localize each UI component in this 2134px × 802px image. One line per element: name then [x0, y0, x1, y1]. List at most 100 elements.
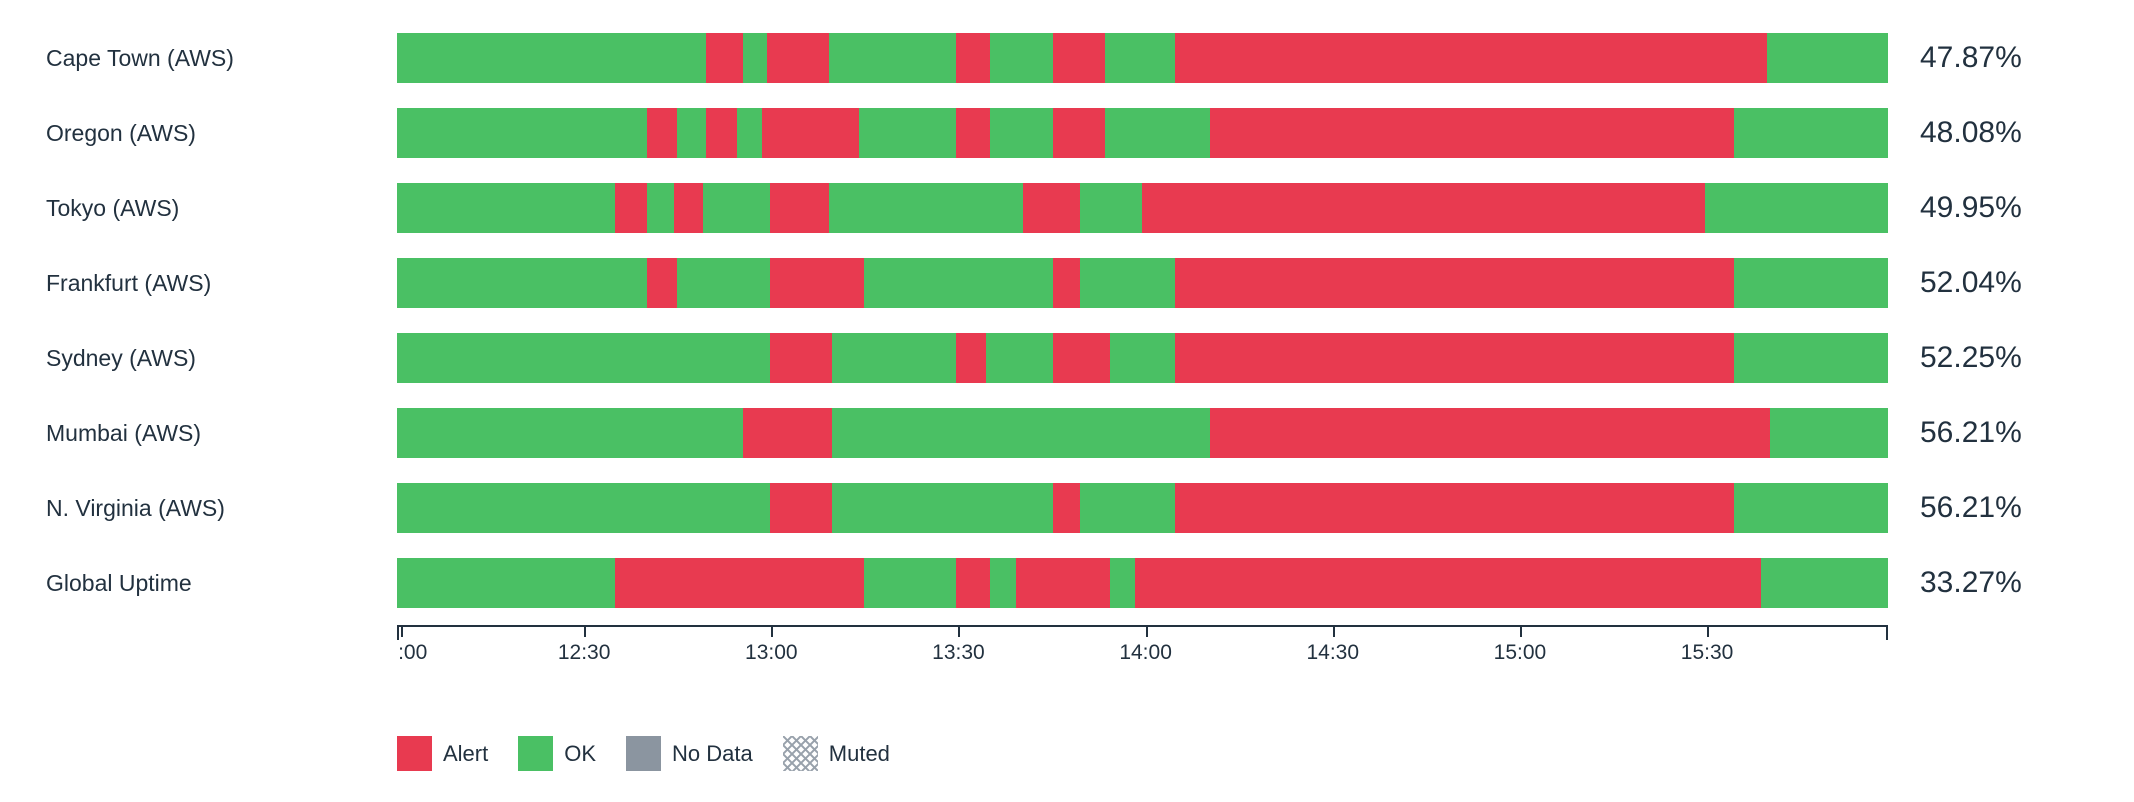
status-segment-ok[interactable]: [1734, 258, 1888, 308]
status-segment-ok[interactable]: [832, 483, 1054, 533]
status-segment-ok[interactable]: [863, 558, 957, 608]
status-segment-ok[interactable]: [1704, 183, 1888, 233]
axis-tick: [1145, 627, 1148, 637]
status-bar: [397, 258, 1888, 308]
status-segment-alert[interactable]: [1209, 408, 1771, 458]
status-segment-alert[interactable]: [1052, 108, 1106, 158]
status-segment-alert[interactable]: [769, 483, 833, 533]
status-segment-ok[interactable]: [1109, 333, 1176, 383]
legend-label: No Data: [672, 740, 753, 766]
status-segment-ok[interactable]: [859, 108, 957, 158]
status-segment-alert[interactable]: [766, 33, 830, 83]
status-segment-ok[interactable]: [1761, 558, 1888, 608]
status-segment-alert[interactable]: [1142, 183, 1705, 233]
status-segment-ok[interactable]: [736, 108, 763, 158]
status-segment-ok[interactable]: [1734, 483, 1888, 533]
status-segment-ok[interactable]: [832, 408, 1210, 458]
legend-item-ok[interactable]: OK: [518, 736, 596, 771]
nodata-swatch-icon: [626, 736, 662, 771]
status-segment-ok[interactable]: [1734, 108, 1888, 158]
status-segment-ok[interactable]: [1079, 258, 1176, 308]
legend-label: Alert: [443, 740, 489, 766]
alert-swatch-icon: [397, 736, 432, 771]
axis-tick-label: 14:30: [1306, 641, 1360, 664]
status-segment-alert[interactable]: [705, 108, 737, 158]
status-bar: [397, 183, 1888, 233]
status-segment-alert[interactable]: [1053, 258, 1080, 308]
status-segment-ok[interactable]: [829, 33, 957, 83]
status-segment-ok[interactable]: [677, 108, 706, 158]
status-segment-alert[interactable]: [614, 183, 648, 233]
status-segment-alert[interactable]: [956, 558, 991, 608]
status-segment-ok[interactable]: [1105, 108, 1210, 158]
muted-crosshatch-icon: [782, 736, 818, 771]
status-segment-ok[interactable]: [990, 33, 1053, 83]
status-segment-ok[interactable]: [863, 258, 1053, 308]
axis-tick-label: 15:00: [1493, 641, 1547, 664]
status-segment-ok[interactable]: [990, 558, 1016, 608]
status-segment-alert[interactable]: [769, 183, 830, 233]
row-label: Frankfurt (AWS): [46, 269, 212, 296]
status-segment-alert[interactable]: [956, 333, 986, 383]
legend-item-alert[interactable]: Alert: [397, 736, 488, 771]
status-segment-alert[interactable]: [1134, 558, 1762, 608]
axis-tick-label: 14:00: [1119, 641, 1172, 664]
status-segment-ok[interactable]: [397, 258, 648, 308]
status-segment-alert[interactable]: [1175, 258, 1735, 308]
status-segment-ok[interactable]: [677, 258, 770, 308]
status-segment-ok[interactable]: [742, 33, 767, 83]
status-segment-alert[interactable]: [956, 33, 991, 83]
status-segment-ok[interactable]: [1079, 483, 1176, 533]
status-segment-alert[interactable]: [1015, 558, 1110, 608]
status-segment-alert[interactable]: [647, 108, 678, 158]
status-segment-alert[interactable]: [647, 258, 678, 308]
status-segment-ok[interactable]: [647, 183, 675, 233]
status-segment-ok[interactable]: [1079, 183, 1143, 233]
status-segment-alert[interactable]: [614, 558, 864, 608]
status-segment-alert[interactable]: [1053, 483, 1080, 533]
status-segment-alert[interactable]: [762, 108, 860, 158]
status-segment-alert[interactable]: [1175, 33, 1768, 83]
uptime-value: 47.87%: [1920, 41, 2022, 74]
status-segment-ok[interactable]: [985, 333, 1054, 383]
status-segment-alert[interactable]: [1175, 333, 1735, 383]
legend-item-muted[interactable]: Muted: [782, 736, 890, 771]
status-segment-ok[interactable]: [397, 558, 615, 608]
legend-item-nodata[interactable]: No Data: [626, 736, 753, 771]
status-segment-ok[interactable]: [1767, 33, 1888, 83]
status-segment-alert[interactable]: [769, 258, 864, 308]
status-segment-ok[interactable]: [702, 183, 770, 233]
row-label: Tokyo (AWS): [46, 194, 180, 221]
status-segment-ok[interactable]: [1105, 33, 1176, 83]
axis-line: [397, 625, 1888, 627]
status-segment-alert[interactable]: [705, 33, 743, 83]
status-segment-alert[interactable]: [956, 108, 991, 158]
status-segment-ok[interactable]: [397, 333, 770, 383]
axis-tick: [1332, 627, 1335, 637]
status-segment-alert[interactable]: [674, 183, 703, 233]
status-segment-ok[interactable]: [397, 483, 770, 533]
status-segment-alert[interactable]: [742, 408, 833, 458]
status-segment-ok[interactable]: [832, 333, 957, 383]
status-segment-alert[interactable]: [769, 333, 833, 383]
status-segment-alert[interactable]: [1023, 183, 1080, 233]
status-segment-ok[interactable]: [1734, 333, 1888, 383]
status-segment-ok[interactable]: [397, 183, 615, 233]
row-label: Oregon (AWS): [46, 119, 196, 146]
status-segment-ok[interactable]: [397, 408, 743, 458]
status-segment-ok[interactable]: [1770, 408, 1888, 458]
status-segment-alert[interactable]: [1175, 483, 1735, 533]
status-segment-ok[interactable]: [397, 108, 648, 158]
status-segment-ok[interactable]: [1109, 558, 1135, 608]
status-segment-ok[interactable]: [990, 108, 1053, 158]
status-segment-alert[interactable]: [1053, 333, 1110, 383]
status-segment-ok[interactable]: [829, 183, 1024, 233]
axis-tick: [958, 627, 961, 637]
axis-tick: [584, 627, 587, 637]
status-segment-ok[interactable]: [397, 33, 706, 83]
status-segment-alert[interactable]: [1052, 33, 1106, 83]
status-segment-alert[interactable]: [1209, 108, 1735, 158]
axis-tick-label: 13:00: [745, 641, 798, 664]
status-bar: [397, 483, 1888, 533]
